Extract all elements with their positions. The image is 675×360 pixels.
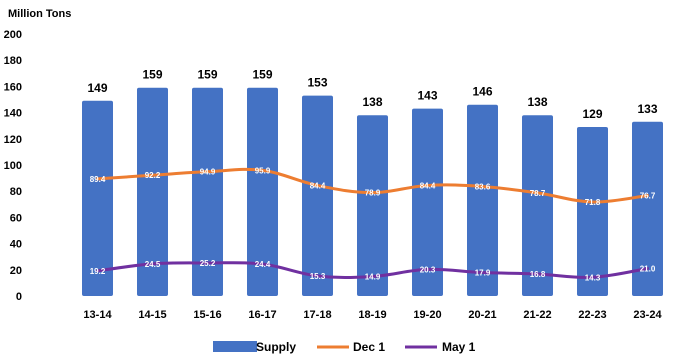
point-label: 78.9 [365, 189, 381, 198]
point-label: 15.3 [310, 272, 326, 281]
series-lines [96, 167, 649, 280]
bar-23-24 [632, 121, 663, 297]
x-tick-label: 23-24 [633, 309, 662, 321]
point-label: 14.3 [585, 273, 601, 282]
bar-22-23 [577, 127, 608, 296]
point-label: 24.5 [145, 260, 161, 269]
bar-20-21 [467, 104, 498, 297]
point-label: 24.4 [255, 260, 271, 269]
bar-label: 153 [307, 76, 327, 90]
point-label: 92.2 [145, 171, 161, 180]
bar-14-15 [137, 87, 168, 297]
bar-label: 159 [252, 68, 272, 82]
bar-label: 129 [582, 107, 602, 121]
point-label: 21.0 [640, 264, 656, 273]
legend-label-supply: Supply [256, 340, 296, 354]
point-label: 14.9 [365, 272, 381, 281]
y-tick-label: 20 [10, 265, 22, 277]
y-tick-label: 120 [4, 134, 22, 146]
legend-swatch-supply [213, 341, 257, 352]
bar-13-14 [82, 100, 113, 296]
x-tick-label: 15-16 [193, 309, 221, 321]
y-tick-label: 160 [4, 81, 22, 93]
point-label: 17.9 [475, 269, 491, 278]
x-tick-label: 21-22 [523, 309, 551, 321]
y-axis-ticks: 0 20 40 60 80 100 120 140 160 180 200 [4, 29, 22, 303]
line-may-1 [96, 261, 649, 280]
x-tick-label: 18-19 [358, 309, 386, 321]
point-value-labels: 89.4 92.2 94.9 95.9 84.4 78.9 84.4 83.6 78.7 71.8… [90, 166, 656, 282]
bar-label: 159 [142, 68, 162, 82]
x-tick-label: 17-18 [303, 309, 331, 321]
y-axis-title: Million Tons [8, 8, 71, 20]
bar-label: 149 [87, 81, 107, 95]
x-tick-label: 19-20 [413, 309, 441, 321]
x-axis-ticks: 13-14 14-15 15-16 16-17 17-18 18-19 19-20 20-21… [83, 309, 662, 321]
point-label: 71.8 [585, 198, 601, 207]
bar-label: 138 [527, 95, 547, 109]
bar-label: 143 [417, 89, 437, 103]
point-label: 84.4 [310, 181, 326, 190]
point-label: 76.7 [640, 192, 656, 201]
bar-17-18 [302, 95, 333, 296]
point-label: 20.3 [420, 265, 436, 274]
bar-16-17 [247, 87, 278, 297]
point-label: 95.9 [255, 166, 271, 175]
y-tick-label: 140 [4, 108, 22, 120]
y-tick-label: 0 [16, 291, 22, 303]
bar-label: 138 [362, 95, 382, 109]
point-label: 94.9 [200, 168, 216, 177]
y-tick-label: 60 [10, 212, 22, 224]
bar-18-19 [357, 115, 388, 296]
bar-15-16 [192, 87, 223, 297]
x-tick-label: 13-14 [83, 309, 112, 321]
y-tick-label: 200 [4, 29, 22, 41]
legend-label-dec-1: Dec 1 [353, 340, 385, 354]
bar-19-20 [412, 108, 443, 296]
bar-label: 133 [637, 102, 657, 116]
y-tick-label: 40 [10, 239, 22, 251]
y-tick-label: 100 [4, 160, 22, 172]
bars [82, 87, 663, 297]
x-tick-label: 20-21 [468, 309, 496, 321]
point-label: 84.4 [420, 181, 436, 190]
point-label: 19.2 [90, 267, 106, 276]
y-tick-label: 80 [10, 186, 22, 198]
x-tick-label: 16-17 [248, 309, 276, 321]
x-tick-label: 22-23 [578, 309, 606, 321]
point-label: 78.7 [530, 189, 546, 198]
point-label: 16.8 [530, 270, 546, 279]
bar-label: 159 [197, 68, 217, 82]
x-tick-label: 14-15 [138, 309, 166, 321]
point-label: 83.6 [475, 182, 491, 191]
y-tick-label: 180 [4, 55, 22, 67]
point-label: 89.4 [90, 175, 106, 184]
bar-value-labels: 149 159 159 159 153 138 143 146 138 129 133 [87, 68, 657, 121]
bar-label: 146 [472, 85, 492, 99]
bar-21-22 [522, 115, 553, 296]
legend: Supply Dec 1 May 1 [213, 340, 476, 354]
point-label: 25.2 [200, 259, 216, 268]
line-dec-1 [96, 167, 649, 204]
legend-label-may-1: May 1 [442, 340, 476, 354]
